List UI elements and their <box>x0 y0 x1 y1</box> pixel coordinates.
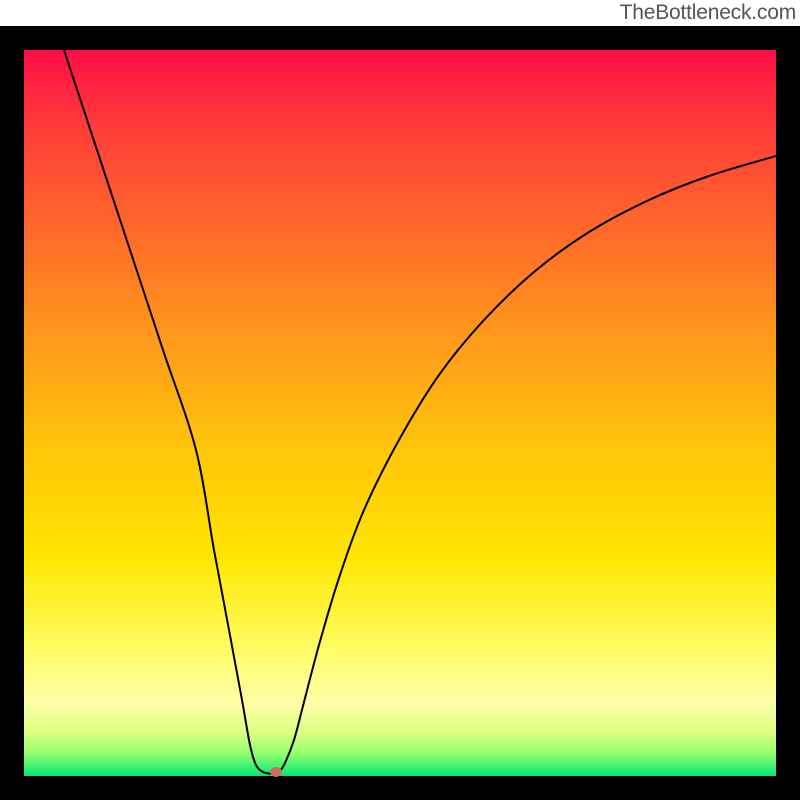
attribution-bar: TheBottleneck.com <box>0 0 800 26</box>
chart-frame <box>0 26 800 800</box>
curve-left-branch <box>64 50 272 774</box>
gradient-plot-area <box>24 50 776 776</box>
curve-right-branch <box>278 156 776 773</box>
attribution-text: TheBottleneck.com <box>620 1 796 25</box>
vertex-marker <box>270 767 282 777</box>
curve-svg <box>24 50 776 776</box>
chart-container: TheBottleneck.com <box>0 0 800 800</box>
